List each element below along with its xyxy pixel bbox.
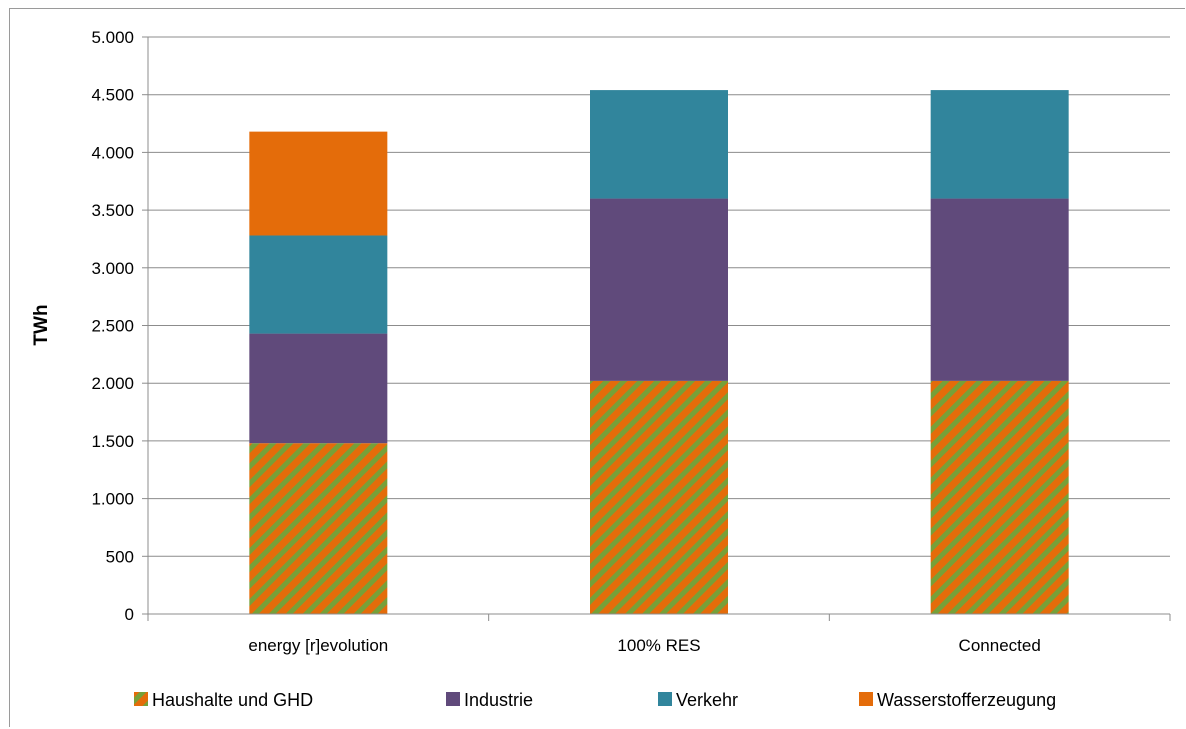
bar-segment-haushalte-und-ghd — [249, 443, 388, 614]
y-tick-label: 4.000 — [91, 143, 134, 162]
x-tick-labels: energy [r]evolution 100% RES Connected — [248, 636, 1040, 655]
bar-segment-industrie — [930, 198, 1069, 381]
legend-swatch — [658, 692, 672, 706]
y-tick-label: 2.500 — [91, 317, 134, 336]
bar-segment-haushalte-und-ghd — [930, 380, 1069, 614]
legend-swatch — [446, 692, 460, 706]
axes — [147, 37, 1171, 621]
bar-segment-industrie — [590, 198, 728, 381]
y-tick-label: 0 — [125, 605, 134, 624]
legend-label: Verkehr — [676, 690, 738, 710]
y-tick-label: 2.000 — [91, 374, 134, 393]
y-tick-label: 3.000 — [91, 259, 134, 278]
y-tick-label: 1.500 — [91, 432, 134, 451]
bar-segment-haushalte-und-ghd — [590, 380, 728, 614]
bar-segment-verkehr — [930, 90, 1069, 199]
y-tick-labels: 0 500 1.000 1.500 2.000 2.500 3.000 3.500 4.000 4… — [91, 28, 134, 624]
y-axis-label: TWh — [31, 304, 52, 345]
x-tick-label: Connected — [959, 636, 1041, 655]
legend-swatch — [134, 692, 148, 706]
x-tick-label: energy [r]evolution — [248, 636, 388, 655]
legend-label: Industrie — [464, 690, 533, 710]
bar-segment-wasserstofferzeugung — [249, 131, 388, 236]
bars — [249, 90, 1069, 614]
y-tick-label: 3.500 — [91, 201, 134, 220]
x-tick-label: 100% RES — [617, 636, 700, 655]
bar-segment-industrie — [249, 333, 388, 444]
bar-segment-verkehr — [590, 90, 728, 199]
y-tick-label: 500 — [106, 547, 134, 566]
y-tick-label: 5.000 — [91, 28, 134, 47]
legend-swatch — [859, 692, 873, 706]
legend-label: Wasserstofferzeugung — [877, 690, 1056, 710]
legend: Haushalte und GHD Industrie Verkehr Wassers… — [134, 690, 1056, 710]
bar-segment-verkehr — [249, 235, 388, 334]
y-tick-label: 4.500 — [91, 86, 134, 105]
legend-label: Haushalte und GHD — [152, 690, 313, 710]
y-tick-label: 1.000 — [91, 490, 134, 509]
